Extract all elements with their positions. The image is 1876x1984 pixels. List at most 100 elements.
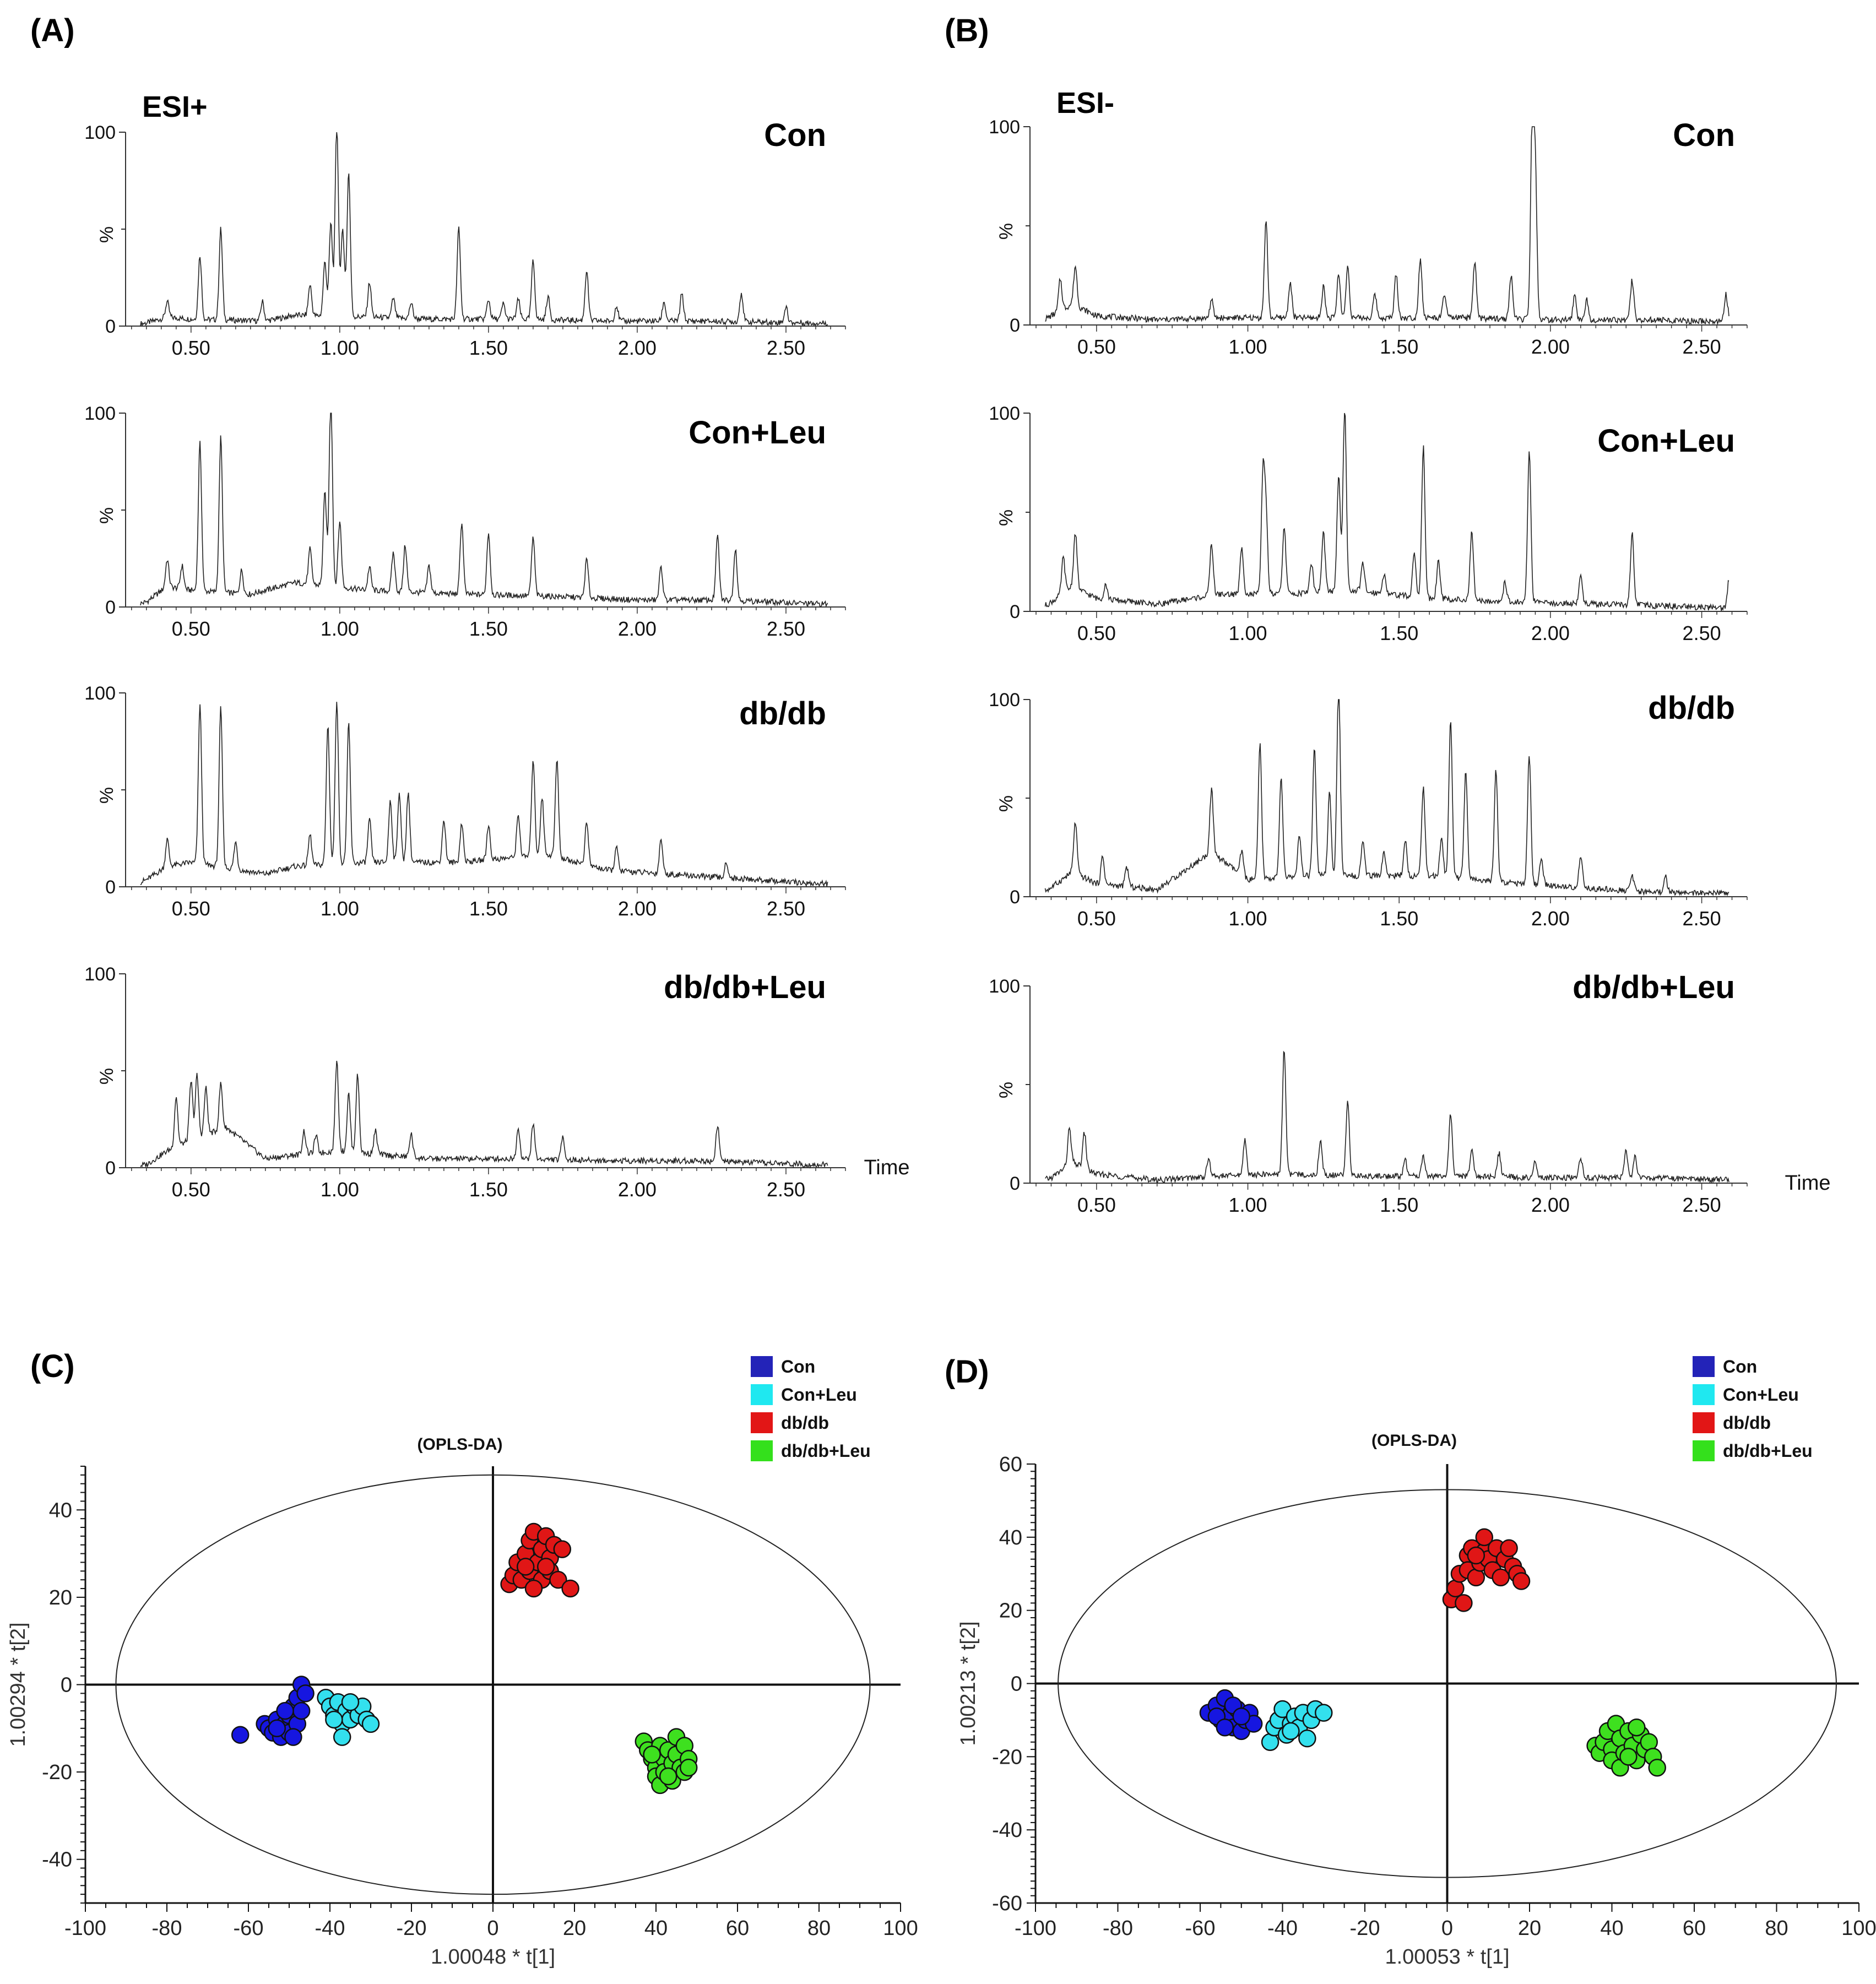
trace-group-label: db/db+Leu [664, 969, 826, 1005]
y-tick-label: 100 [989, 690, 1020, 711]
trace-group-label: db/db+Leu [1573, 969, 1735, 1005]
x-tick-label: -20 [1350, 1917, 1380, 1940]
hotelling-ellipse [115, 1474, 871, 1895]
x-tick-label: 80 [1765, 1917, 1788, 1940]
data-point [1619, 1748, 1638, 1766]
chromatogram-b-trace-2: 100 0% 0.50 1.00 1.50 2.00 2.50 Con+Leu [989, 403, 1748, 644]
x-tick-label: 60 [726, 1917, 749, 1940]
legend-swatch [1693, 1356, 1715, 1377]
legend-swatch [751, 1412, 773, 1433]
panel-label-d: (D) [945, 1354, 989, 1390]
data-point [1648, 1759, 1666, 1777]
y-axis-label: % [96, 226, 117, 243]
x-axis-label-time: Time [864, 1156, 909, 1179]
x-tick-label: 0.50 [172, 617, 210, 640]
legend-label: Con+Leu [1723, 1385, 1799, 1405]
x-tick-label: 1.00 [1229, 622, 1267, 644]
trace-group-label: Con [764, 117, 826, 153]
data-point [361, 1715, 380, 1733]
chromatogram-trace-line [140, 702, 828, 888]
x-tick-label: 1.00 [1229, 1194, 1267, 1216]
chromatogram-a-trace-2: 100 0% 0.50 1.00 1.50 2.00 2.50 Con+Leu [84, 403, 846, 640]
data-point [325, 1710, 343, 1729]
x-tick-label: 80 [807, 1917, 831, 1940]
legend-swatch [751, 1356, 773, 1377]
legend-label: Con [1723, 1357, 1757, 1376]
y-tick-label: -20 [42, 1761, 72, 1784]
data-point [1467, 1568, 1485, 1587]
y-tick-label: 0 [61, 1674, 72, 1697]
panel-label-a: (A) [30, 13, 75, 48]
x-tick-label: -80 [152, 1917, 182, 1940]
y-tick-label: 0 [1010, 601, 1020, 622]
x-tick-label: 100 [883, 1917, 918, 1940]
chromatogram-a-trace-1: 100 0% 0.50 1.00 1.50 2.00 2.50 Con [84, 117, 846, 359]
x-tick-label: 1.50 [469, 897, 508, 920]
x-tick-label: 0.50 [172, 1178, 210, 1201]
data-point [341, 1693, 360, 1711]
data-point [516, 1558, 535, 1576]
y-axis-label: % [96, 787, 117, 804]
x-tick-label: 1.00 [1229, 907, 1267, 930]
data-point [1455, 1594, 1473, 1612]
x-tick-label: 2.50 [1683, 335, 1721, 358]
data-point [1628, 1718, 1646, 1737]
x-tick-label: 1.00 [321, 617, 359, 640]
legend-swatch [1693, 1412, 1715, 1433]
data-point [1261, 1733, 1279, 1752]
y-tick-label: 20 [999, 1600, 1022, 1623]
chromatogram-b-trace-1: 100 0% 0.50 1.00 1.50 2.00 2.50 Con [989, 117, 1748, 358]
y-tick-label: 40 [999, 1526, 1022, 1549]
x-tick-label: 2.00 [1531, 622, 1570, 644]
y-tick-label: 20 [49, 1586, 72, 1609]
series-db-db [1442, 1528, 1531, 1612]
x-tick-label: 2.50 [1683, 1194, 1721, 1216]
data-point [292, 1701, 311, 1720]
chromatogram-trace-line [140, 413, 828, 608]
y-tick-label: 0 [105, 1158, 116, 1179]
x-tick-label: -60 [1185, 1917, 1216, 1940]
y-axis-label: % [996, 223, 1017, 240]
data-point [549, 1570, 567, 1589]
y-axis-title: 1.00294 * t[2] [7, 1622, 30, 1747]
y-tick-label: 100 [989, 403, 1020, 424]
x-tick-label: 1.00 [321, 1178, 359, 1201]
y-tick-label: 0 [105, 597, 116, 618]
legend: Con Con+Leu db/db db/db+Leu [1693, 1356, 1813, 1461]
x-tick-label: 2.00 [618, 337, 657, 359]
data-point [1216, 1718, 1234, 1737]
legend-label: Con+Leu [781, 1385, 857, 1405]
x-tick-label: 0 [1441, 1917, 1453, 1940]
data-point [536, 1558, 555, 1576]
y-axis-label: % [96, 507, 117, 524]
x-tick-label: 1.00 [1229, 335, 1267, 358]
y-tick-label: 100 [84, 122, 116, 143]
y-tick-label: -20 [992, 1746, 1022, 1769]
x-tick-label: 1.50 [1380, 622, 1418, 644]
legend-label: Con [781, 1357, 815, 1376]
chromatogram-trace-line [1044, 699, 1729, 897]
x-tick-label: 2.00 [1531, 907, 1570, 930]
series-db-db [500, 1522, 579, 1598]
data-point [643, 1746, 661, 1764]
y-tick-label: 40 [49, 1499, 72, 1522]
x-tick-label: 40 [644, 1917, 668, 1940]
data-point [1475, 1528, 1494, 1547]
data-point [561, 1579, 579, 1598]
y-tick-label: -40 [992, 1819, 1022, 1842]
chromatogram-b-trace-4: 100 0% 0.50 1.00 1.50 2.00 2.50 db/db+Leu [989, 969, 1748, 1216]
legend-swatch [1693, 1440, 1715, 1461]
y-tick-label: 0 [1010, 887, 1020, 908]
x-tick-label: 2.00 [1531, 335, 1570, 358]
score-plot-d: -100 -80 -60 -40 -20 0 20 40 60 80 100 60 40 20 0 -20 -4… [957, 1356, 1876, 1969]
trace-group-label: db/db [1648, 690, 1735, 726]
x-tick-label: -60 [234, 1917, 264, 1940]
data-point [524, 1579, 543, 1598]
panel-label-c: (C) [30, 1348, 75, 1384]
y-tick-label: -60 [992, 1892, 1022, 1915]
y-tick-label: 100 [989, 976, 1020, 997]
legend-swatch [751, 1440, 773, 1461]
data-point [333, 1728, 351, 1746]
x-tick-label: 1.50 [1380, 335, 1418, 358]
data-point [659, 1767, 677, 1786]
